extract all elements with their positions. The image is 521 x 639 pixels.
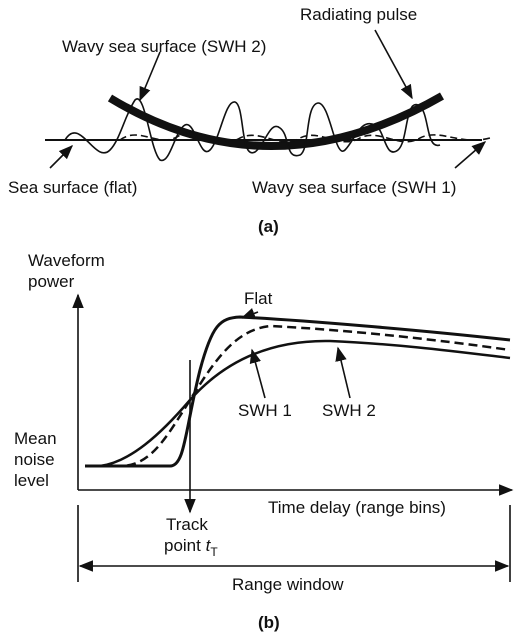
track-label: point tT <box>164 536 218 559</box>
radiating-pulse-arc <box>107 92 444 150</box>
arrow <box>49 144 74 169</box>
track-subscript: T <box>210 545 218 559</box>
arrow <box>454 141 487 169</box>
caption: (a) <box>258 217 279 236</box>
panel-b: Waveform power Flat SWH 1 SWH 2 Mean noi… <box>14 251 514 632</box>
track-label: Track <box>166 515 208 534</box>
swh2-curve <box>85 339 511 468</box>
swh1-curve <box>85 324 511 468</box>
noise-label: Mean <box>14 429 57 448</box>
arrow <box>139 51 161 102</box>
label: SWH 1 <box>238 401 292 420</box>
noise-label: level <box>14 471 49 490</box>
label: Range window <box>232 575 344 594</box>
caption: (b) <box>258 613 280 632</box>
label: Flat <box>244 289 273 308</box>
wavy-surface-swh2 <box>64 98 441 161</box>
label: Sea surface (flat) <box>8 178 137 197</box>
y-label: Waveform <box>28 251 105 270</box>
label: Wavy sea surface (SWH 2) <box>62 37 266 56</box>
track-label: point <box>164 536 201 555</box>
x-label: Time delay (range bins) <box>268 498 446 517</box>
arrow <box>249 348 266 399</box>
y-label: power <box>28 272 75 291</box>
wavy-surface-swh1 <box>119 131 491 143</box>
track-symbol: t <box>206 536 212 555</box>
flat-curve <box>85 315 511 468</box>
arrow <box>335 346 351 399</box>
label: Radiating pulse <box>300 5 417 24</box>
label: SWH 2 <box>322 401 376 420</box>
label: Wavy sea surface (SWH 1) <box>252 178 456 197</box>
noise-label: noise <box>14 450 55 469</box>
arrow <box>374 29 413 100</box>
panel-a: Radiating pulse Wavy sea surface (SWH 2)… <box>8 5 491 236</box>
arrow <box>240 308 259 319</box>
